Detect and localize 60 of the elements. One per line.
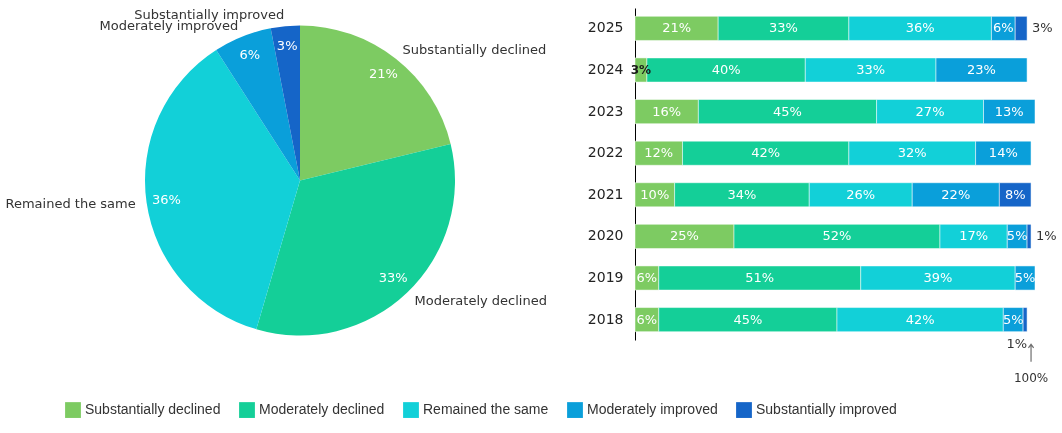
data-label: 23% bbox=[967, 61, 996, 77]
data-label: 33% bbox=[856, 61, 886, 77]
slice-label: Remained the same bbox=[5, 196, 136, 212]
data-label: 3% bbox=[1032, 20, 1053, 36]
data-label: 33% bbox=[378, 270, 408, 286]
legend-label: Substantially declined bbox=[85, 401, 221, 418]
data-label: 36% bbox=[151, 191, 181, 207]
data-label: 17% bbox=[959, 228, 989, 244]
pie-slice bbox=[145, 50, 300, 330]
y-tick-label: 2019 bbox=[587, 269, 624, 286]
data-label: 45% bbox=[733, 311, 763, 327]
data-label: 21% bbox=[662, 20, 692, 36]
data-label: 34% bbox=[727, 186, 757, 202]
y-tick-label: 2025 bbox=[587, 19, 624, 36]
data-label: 40% bbox=[711, 61, 741, 77]
data-label: 16% bbox=[652, 103, 682, 119]
data-label: 39% bbox=[923, 270, 953, 286]
pie-slice bbox=[270, 25, 300, 181]
annotation: 100% bbox=[1013, 371, 1049, 385]
data-label: 52% bbox=[822, 228, 852, 244]
data-label: 32% bbox=[897, 145, 927, 161]
y-tick-label: 2024 bbox=[587, 60, 624, 77]
data-label: 6% bbox=[636, 311, 658, 327]
data-label: 25% bbox=[670, 228, 699, 244]
legend-label: Remained the same bbox=[423, 401, 549, 418]
data-label: 21% bbox=[369, 66, 398, 82]
data-label: 45% bbox=[773, 103, 802, 119]
data-label: 42% bbox=[751, 145, 781, 161]
data-label: 10% bbox=[640, 186, 670, 202]
data-label: 22% bbox=[941, 186, 971, 202]
data-label: 13% bbox=[994, 103, 1024, 119]
data-label: 1% bbox=[1036, 228, 1057, 244]
data-label: 6% bbox=[636, 270, 658, 286]
y-tick-label: 2021 bbox=[587, 185, 624, 202]
data-label: 26% bbox=[846, 186, 876, 202]
y-tick-label: 2022 bbox=[587, 144, 624, 161]
legend-label: Moderately improved bbox=[587, 401, 718, 418]
data-label: 1% bbox=[1006, 335, 1028, 351]
legend-label: Substantially improved bbox=[756, 401, 897, 418]
data-label: 5% bbox=[1006, 228, 1028, 244]
data-label: 3% bbox=[276, 38, 298, 54]
slice-label: Moderately declined bbox=[414, 292, 547, 308]
data-label: 6% bbox=[993, 20, 1014, 36]
y-tick-label: 2018 bbox=[587, 310, 624, 327]
data-label: 51% bbox=[745, 270, 775, 286]
data-label: 33% bbox=[769, 20, 798, 36]
slice-label: Substantially declined bbox=[402, 42, 547, 58]
y-tick-label: 2023 bbox=[587, 102, 624, 119]
data-label: 6% bbox=[239, 47, 261, 63]
data-label: 12% bbox=[644, 145, 674, 161]
y-tick-label: 2020 bbox=[587, 227, 624, 244]
data-label: 14% bbox=[988, 145, 1018, 161]
data-label: 36% bbox=[905, 20, 935, 36]
data-label: 5% bbox=[1014, 270, 1036, 286]
data-label: 5% bbox=[1002, 311, 1024, 327]
slice-label: Substantially improved bbox=[134, 7, 285, 23]
data-label: 8% bbox=[1004, 186, 1026, 202]
legend-label: Moderately declined bbox=[259, 401, 385, 418]
data-label: 42% bbox=[905, 311, 935, 327]
data-label: 27% bbox=[915, 103, 945, 119]
